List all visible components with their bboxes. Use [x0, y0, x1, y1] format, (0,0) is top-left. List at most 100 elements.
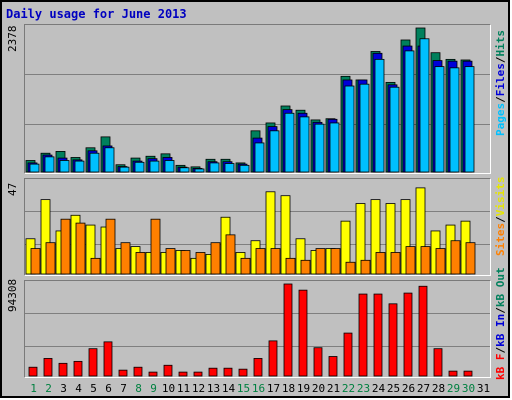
gridline [25, 124, 490, 125]
x-tick-label: 9 [150, 382, 157, 395]
x-tick-label: 15 [236, 382, 251, 395]
x-tick-label: 30 [461, 382, 476, 395]
sites-bar [315, 248, 326, 275]
visits-bar [280, 195, 291, 275]
x-tick-label: 20 [311, 382, 326, 395]
visits-bar [340, 220, 351, 275]
x-tick-label: 25 [386, 382, 401, 395]
sites-bar [435, 248, 446, 275]
visits-bar [370, 199, 381, 275]
sites-bar [270, 248, 281, 275]
sites-bar [225, 234, 236, 275]
x-tick-label: 24 [371, 382, 386, 395]
x-tick-label: 5 [90, 382, 97, 395]
pages-bar [329, 122, 340, 173]
pages-bar [449, 67, 460, 173]
pages-bar [134, 161, 145, 173]
pages-bar [179, 167, 190, 173]
sites-bar [120, 242, 131, 275]
sites-bar [165, 248, 176, 275]
x-tick-label: 21 [326, 382, 341, 395]
sites-bar [90, 257, 101, 275]
pages-bar [164, 160, 175, 173]
pages-bar [254, 142, 265, 173]
gridline [25, 211, 490, 212]
visits-bar [265, 191, 276, 275]
sites-bar [75, 222, 86, 275]
kb-f-bar [88, 348, 98, 377]
x-tick-label: 11 [176, 382, 191, 395]
gridline [25, 346, 490, 347]
pages-bar [239, 164, 250, 173]
x-tick-label: 1 [30, 382, 37, 395]
x-tick-label: 17 [266, 382, 281, 395]
kb-f-bar [253, 358, 263, 377]
pages-bar [269, 130, 280, 173]
kb-f-bar [298, 289, 308, 377]
sites-bar [330, 248, 341, 275]
kb-f-bar [283, 283, 293, 377]
pages-bar [419, 38, 430, 173]
visits-bar [295, 238, 306, 275]
kb-f-bar [223, 367, 233, 377]
sites-bar [210, 242, 221, 275]
pages-bar [74, 160, 85, 173]
sites-bar [450, 240, 461, 275]
kb-f-bar [358, 293, 368, 377]
kb-f-bar [268, 340, 278, 377]
kb-f-bar [418, 285, 428, 377]
pages-bar [44, 156, 55, 173]
x-tick-label: 26 [401, 382, 416, 395]
gridline [25, 74, 490, 75]
sites-bar [345, 261, 356, 275]
x-tick-label: 27 [416, 382, 431, 395]
pages-bar [314, 123, 325, 173]
kb-f-bar [43, 358, 53, 377]
pages-bar [194, 168, 205, 173]
kb-f-bar [403, 292, 413, 377]
pages-bar [284, 112, 295, 173]
pages-bar [344, 85, 355, 173]
pages-bar [104, 147, 115, 173]
kb-f-bar [118, 369, 128, 377]
chart-title: Daily usage for June 2013 [6, 7, 187, 21]
x-tick-label: 8 [135, 382, 142, 395]
visits-bar [385, 203, 396, 275]
x-tick-label: 6 [105, 382, 112, 395]
sites-bar [45, 242, 56, 275]
kb-f-bar [313, 347, 323, 377]
kb-f-bar [148, 371, 158, 377]
kb-f-bar [58, 362, 68, 377]
kb-f-bar [328, 356, 338, 377]
x-tick-label: 31 [476, 382, 491, 395]
sites-bar [60, 218, 71, 275]
sites-bar [300, 259, 311, 275]
x-tick-label: 14 [221, 382, 236, 395]
sites-bar [375, 252, 386, 275]
sites-bar [135, 252, 146, 275]
sites-bar [285, 257, 296, 275]
sites-bar [240, 257, 251, 275]
pages-bar [89, 152, 100, 173]
x-tick-label: 7 [120, 382, 127, 395]
pages-bar [434, 66, 445, 173]
x-tick-label: 4 [75, 382, 82, 395]
sites-bar [465, 242, 476, 275]
pages-bar [29, 163, 40, 173]
sites-bar [195, 252, 206, 275]
kb-f-bar [388, 303, 398, 377]
kb-f-bar [193, 371, 203, 377]
kb-f-bar [178, 371, 188, 377]
sites-bar [180, 250, 191, 275]
x-tick-label: 18 [281, 382, 296, 395]
sites-bar [420, 246, 431, 275]
pages-bar [359, 83, 370, 173]
x-tick-label: 28 [431, 382, 446, 395]
pages-bar [119, 166, 130, 173]
kb-f-bar [238, 368, 248, 377]
pages-bar [389, 86, 400, 173]
visits-bar [400, 199, 411, 275]
pages-bar [149, 160, 160, 173]
visits-bar [415, 187, 426, 275]
